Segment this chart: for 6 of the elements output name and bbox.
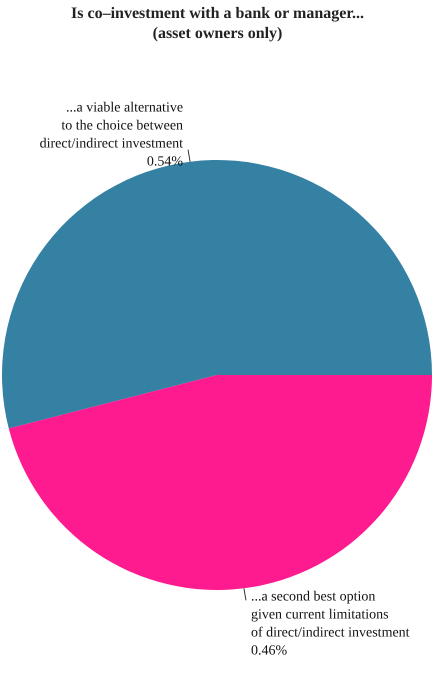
data-label: 0.54% <box>146 154 184 170</box>
slice-label: ...a viable alternative to the choice between direct/indirect investment <box>40 100 184 152</box>
data-label: 0.46% <box>250 643 288 658</box>
slice-label: ...a second best option given current limitations of direct/indirect investment <box>250 589 410 640</box>
chart-subtitle: (asset owners only) <box>152 24 284 44</box>
chart-title: Is co–investment with a bank or manager... <box>70 4 365 24</box>
